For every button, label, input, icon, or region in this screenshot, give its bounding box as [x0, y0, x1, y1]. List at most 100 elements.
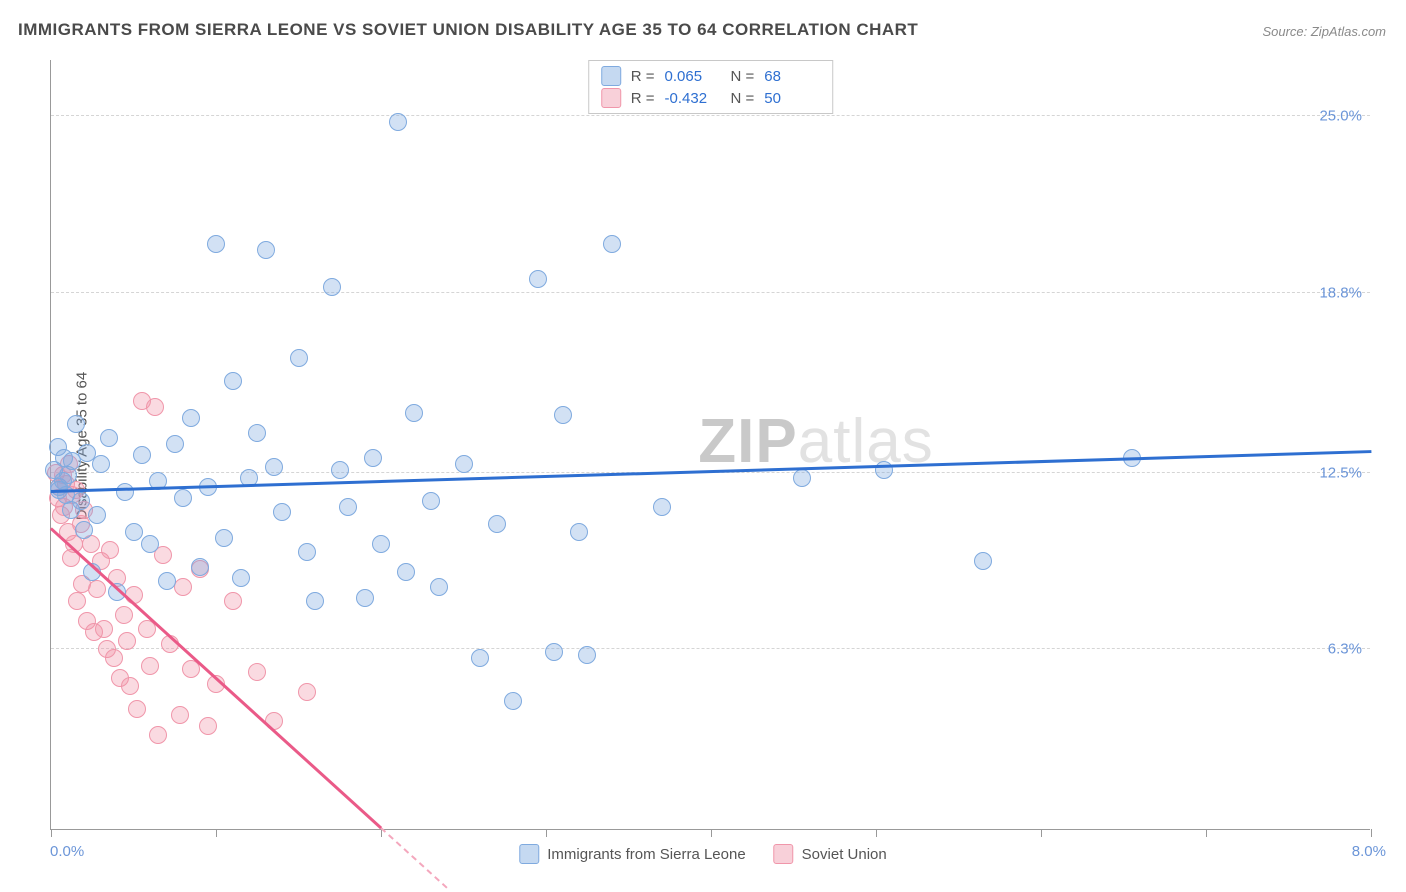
scatter-point: [224, 592, 242, 610]
scatter-point: [471, 649, 489, 667]
scatter-point: [570, 523, 588, 541]
scatter-point: [578, 646, 596, 664]
scatter-point: [339, 498, 357, 516]
legend-swatch-pink-icon: [774, 844, 794, 864]
x-tick: [216, 829, 217, 837]
scatter-point: [488, 515, 506, 533]
scatter-point: [422, 492, 440, 510]
y-tick-label: 6.3%: [1328, 641, 1362, 658]
gridline: [51, 648, 1370, 649]
scatter-point: [364, 449, 382, 467]
scatter-point: [125, 523, 143, 541]
legend-item-blue: Immigrants from Sierra Leone: [519, 844, 745, 864]
legend-label-pink: Soviet Union: [802, 846, 887, 863]
scatter-point: [653, 498, 671, 516]
scatter-point: [298, 683, 316, 701]
scatter-point: [92, 455, 110, 473]
stat-R-pink: -0.432: [665, 90, 721, 107]
stat-R-label-2: R =: [631, 90, 655, 107]
chart-plot-area: ZIPatlas R = 0.065 N = 68 R = -0.432 N =…: [50, 60, 1370, 830]
scatter-point: [298, 543, 316, 561]
scatter-point: [331, 461, 349, 479]
stat-N-label-2: N =: [731, 90, 755, 107]
scatter-point: [158, 572, 176, 590]
x-tick: [1041, 829, 1042, 837]
scatter-point: [603, 235, 621, 253]
x-tick: [1206, 829, 1207, 837]
scatter-point: [116, 483, 134, 501]
scatter-point: [174, 489, 192, 507]
scatter-point: [356, 589, 374, 607]
scatter-point: [455, 455, 473, 473]
x-tick: [876, 829, 877, 837]
scatter-point: [504, 692, 522, 710]
scatter-point: [273, 503, 291, 521]
scatter-point: [174, 578, 192, 596]
gridline: [51, 115, 1370, 116]
regression-line-pink-dashed: [380, 827, 447, 888]
x-tick: [51, 829, 52, 837]
swatch-blue-icon: [601, 66, 621, 86]
stat-N-blue: 68: [764, 68, 820, 85]
scatter-point: [88, 506, 106, 524]
scatter-point: [529, 270, 547, 288]
y-tick-label: 18.8%: [1319, 284, 1362, 301]
scatter-point: [224, 372, 242, 390]
scatter-point: [405, 404, 423, 422]
scatter-point: [397, 563, 415, 581]
gridline: [51, 292, 1370, 293]
bottom-legend: Immigrants from Sierra Leone Soviet Unio…: [519, 844, 886, 864]
scatter-point: [306, 592, 324, 610]
scatter-point: [146, 398, 164, 416]
scatter-point: [68, 592, 86, 610]
scatter-point: [215, 529, 233, 547]
scatter-point: [257, 241, 275, 259]
legend-swatch-blue-icon: [519, 844, 539, 864]
stat-N-label: N =: [731, 68, 755, 85]
scatter-point: [171, 706, 189, 724]
stats-legend-box: R = 0.065 N = 68 R = -0.432 N = 50: [588, 60, 834, 114]
x-axis-min-label: 0.0%: [50, 843, 84, 860]
legend-item-pink: Soviet Union: [774, 844, 887, 864]
y-tick-label: 12.5%: [1319, 464, 1362, 481]
scatter-point: [248, 663, 266, 681]
scatter-point: [207, 235, 225, 253]
scatter-point: [121, 677, 139, 695]
x-tick: [711, 829, 712, 837]
source-attribution: Source: ZipAtlas.com: [1262, 24, 1386, 39]
scatter-point: [141, 535, 159, 553]
scatter-point: [323, 278, 341, 296]
scatter-point: [88, 580, 106, 598]
scatter-point: [100, 429, 118, 447]
scatter-point: [105, 649, 123, 667]
scatter-point: [141, 657, 159, 675]
scatter-point: [182, 409, 200, 427]
x-axis-max-label: 8.0%: [1352, 843, 1386, 860]
scatter-point: [554, 406, 572, 424]
x-tick: [1371, 829, 1372, 837]
legend-label-blue: Immigrants from Sierra Leone: [547, 846, 745, 863]
scatter-point: [265, 458, 283, 476]
scatter-point: [372, 535, 390, 553]
stats-row-pink: R = -0.432 N = 50: [601, 87, 821, 109]
scatter-point: [166, 435, 184, 453]
scatter-point: [974, 552, 992, 570]
scatter-point: [232, 569, 250, 587]
scatter-point: [875, 461, 893, 479]
scatter-point: [545, 643, 563, 661]
scatter-point: [95, 620, 113, 638]
scatter-point: [115, 606, 133, 624]
stat-N-pink: 50: [764, 90, 820, 107]
scatter-point: [72, 492, 90, 510]
scatter-point: [67, 415, 85, 433]
scatter-point: [133, 446, 151, 464]
scatter-point: [793, 469, 811, 487]
scatter-point: [128, 700, 146, 718]
scatter-point: [101, 541, 119, 559]
scatter-point: [389, 113, 407, 131]
scatter-point: [118, 632, 136, 650]
scatter-point: [75, 521, 93, 539]
chart-title: IMMIGRANTS FROM SIERRA LEONE VS SOVIET U…: [18, 20, 918, 40]
scatter-point: [149, 726, 167, 744]
regression-line-pink: [50, 527, 382, 828]
